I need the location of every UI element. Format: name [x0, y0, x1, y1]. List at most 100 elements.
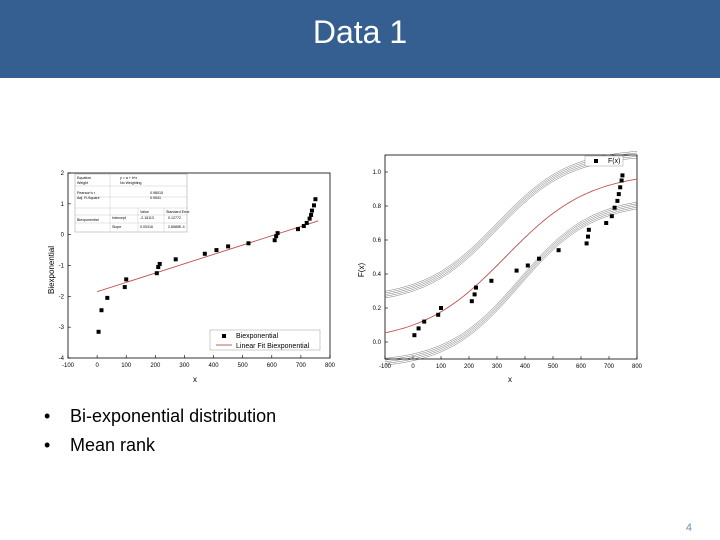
upper-band	[384, 156, 638, 297]
data-point	[609, 214, 614, 219]
data-point	[154, 271, 159, 276]
data-point	[99, 308, 104, 313]
data-point	[416, 326, 421, 331]
y-axis-title: Biexponential	[47, 246, 56, 294]
x-tick-label: 300	[492, 364, 503, 370]
data-point	[537, 256, 541, 261]
table-cell: No Weighting	[120, 181, 142, 185]
x-tick-label: 200	[150, 363, 161, 369]
y-ticks: -4 -3 -2 -1 0 1 2	[59, 171, 71, 362]
upper-band	[384, 151, 638, 292]
data-point	[214, 248, 219, 253]
x-tick-label: 600	[267, 363, 278, 369]
x-ticks: -100 0 100 200 300 400 500 600 700 800	[379, 356, 642, 370]
table-cell: Weight	[77, 181, 88, 185]
table-cell: y = a + b*x	[120, 176, 137, 180]
data-point	[313, 197, 318, 202]
y-tick-label: 0.8	[373, 204, 382, 210]
data-point	[618, 185, 623, 190]
data-point	[472, 292, 477, 297]
x-tick-label: 400	[520, 364, 531, 370]
x-tick-label: 100	[436, 364, 447, 370]
y-tick-label: -4	[59, 356, 65, 362]
data-point	[157, 261, 162, 266]
x-tick-label: 700	[296, 363, 307, 369]
x-tick-label: 500	[238, 363, 249, 369]
data-point	[309, 212, 314, 217]
stats-table: Equation y = a + b*x Weight No Weighting…	[74, 173, 190, 233]
data-point	[412, 333, 417, 338]
y-tick-label: 0.6	[373, 238, 382, 244]
data-point	[604, 221, 609, 225]
x-tick-label: -100	[379, 364, 392, 370]
table-cell: 0.9541	[150, 196, 161, 200]
data-point	[615, 198, 620, 203]
y-tick-label: -1	[59, 264, 65, 270]
data-point	[619, 178, 624, 183]
x-axis-title: x	[508, 375, 512, 384]
data-point	[96, 329, 101, 334]
upper-band	[384, 154, 638, 295]
lower-band	[384, 201, 638, 359]
data-point	[295, 227, 300, 232]
table-cell: 0.12772	[168, 216, 181, 220]
data-point	[525, 263, 530, 268]
data-point	[489, 278, 494, 283]
data-point	[584, 241, 589, 246]
table-cell: 2.8585E-4	[168, 225, 185, 229]
legend-entry: Biexponential	[236, 333, 278, 340]
legend-marker	[222, 334, 226, 338]
x-tick-label: 800	[325, 363, 336, 369]
lower-band	[384, 208, 638, 366]
data-point	[272, 238, 277, 243]
linear-fit-line	[96, 220, 319, 293]
slide-title: Data 1	[312, 14, 408, 50]
legend-marker	[594, 159, 598, 163]
data-point	[422, 319, 427, 324]
data-point	[173, 257, 178, 262]
biexponential-chart: -4 -3 -2 -1 0 1 2 -100 0 100 200 300 400 500 600 700 80…	[47, 171, 336, 384]
y-tick-label: 0	[61, 233, 65, 239]
data-point	[586, 227, 591, 232]
table-cell: Standard Error	[166, 210, 190, 214]
data-point	[616, 192, 621, 197]
data-point	[309, 208, 314, 213]
table-cell: -2.16113	[140, 216, 154, 220]
data-point	[586, 234, 590, 239]
x-tick-label: 100	[121, 363, 132, 369]
data-point	[307, 216, 312, 221]
table-cell: Pearson's r	[77, 191, 96, 195]
x-tick-label: 300	[179, 363, 190, 369]
data-point	[620, 173, 625, 178]
table-cell: Biexponential	[77, 218, 99, 222]
fx-chart: 0.0 0.2 0.4 0.6 0.8 1.0 -100 0 100 200 300 400 500 6…	[357, 151, 642, 384]
fit-curve	[384, 178, 638, 334]
x-axis-title: x	[193, 375, 197, 384]
table-cell: 0.98015	[150, 191, 163, 195]
bullet-list: Bi-exponential distribution Mean rank	[44, 402, 276, 460]
y-tick-label: -3	[59, 325, 65, 331]
data-point	[514, 268, 519, 273]
y-axis-title: F(x)	[357, 263, 366, 278]
plot-frame	[384, 154, 638, 360]
lower-band	[384, 207, 638, 364]
data-point	[246, 241, 251, 246]
x-tick-label: 500	[548, 364, 559, 370]
x-tick-label: 800	[632, 364, 642, 370]
data-point	[226, 244, 231, 249]
upper-band	[384, 152, 638, 294]
x-ticks: -100 0 100 200 300 400 500 600 700 800	[62, 355, 336, 369]
table-cell: 0.00316	[140, 225, 153, 229]
x-tick-label: 700	[604, 364, 615, 370]
table-cell: Intercept	[112, 216, 126, 220]
data-point	[556, 248, 561, 253]
data-point	[202, 251, 207, 256]
y-tick-label: 1.0	[373, 170, 382, 176]
table-cell: Equation	[77, 176, 91, 180]
data-point	[122, 285, 127, 290]
upper-band	[384, 157, 638, 299]
legend-entry: F(x)	[608, 158, 620, 165]
confidence-bands	[384, 151, 638, 366]
data-point	[469, 299, 474, 304]
table-cell: Slope	[112, 225, 121, 229]
